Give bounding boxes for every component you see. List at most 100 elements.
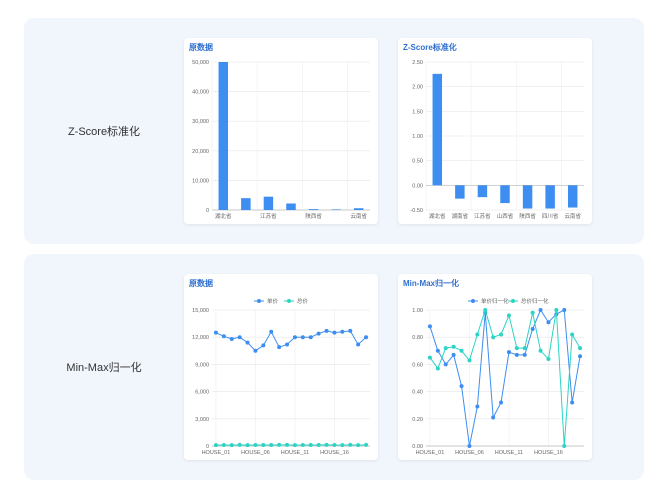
data-point <box>530 327 535 332</box>
data-point <box>538 308 543 312</box>
data-point <box>221 334 226 339</box>
bar <box>545 185 555 209</box>
bar <box>263 196 274 210</box>
x-tick-label: HOUSE_06 <box>455 450 484 456</box>
data-point <box>578 354 583 359</box>
y-tick-label: 0 <box>206 444 209 450</box>
data-point <box>261 442 266 447</box>
data-point <box>451 352 456 357</box>
x-tick-label: 云南省 <box>564 212 581 220</box>
bar <box>432 73 443 186</box>
bar <box>500 185 510 204</box>
data-point <box>332 443 337 448</box>
data-point <box>578 346 583 351</box>
bar <box>218 62 229 210</box>
y-tick-label: 1.50 <box>412 109 423 115</box>
x-tick-label: 江苏省 <box>260 212 277 220</box>
y-tick-label: 40,000 <box>192 90 209 96</box>
data-point <box>213 443 218 448</box>
data-point <box>300 443 305 448</box>
data-point <box>285 342 290 347</box>
data-point <box>443 362 448 367</box>
data-point <box>499 400 504 405</box>
bar <box>455 185 465 199</box>
data-point <box>316 331 321 336</box>
legend-label: 单价 <box>267 297 279 305</box>
chart-title: Min-Max归一化 <box>403 279 459 288</box>
data-point <box>554 308 559 312</box>
y-tick-label: 0 <box>206 208 209 214</box>
section-label: Min-Max归一化 <box>66 362 142 374</box>
data-point <box>451 344 456 349</box>
x-tick-label: HOUSE_16 <box>534 450 563 456</box>
y-tick-label: 2.00 <box>412 85 423 91</box>
data-point <box>483 308 488 312</box>
data-point <box>292 335 297 340</box>
minmax-section: Min-Max归一化 原数据 0 3,000 6,000 9,000 12,000 15,… <box>24 254 644 480</box>
y-tick-label: 9,000 <box>195 362 209 368</box>
data-point <box>324 328 329 333</box>
bar <box>353 208 364 210</box>
data-point <box>253 348 258 353</box>
data-point <box>427 324 432 329</box>
data-point <box>538 348 543 353</box>
data-point <box>308 442 313 447</box>
x-tick-label: 云南省 <box>350 212 367 220</box>
data-point <box>348 442 353 447</box>
series-line <box>215 330 367 352</box>
data-point <box>522 352 527 357</box>
y-tick-label: 20,000 <box>192 149 209 155</box>
data-point <box>277 442 282 447</box>
y-tick-label: 10,000 <box>192 178 209 184</box>
chart-card-zscore-norm: Z-Score标准化 -0.50 0.00 0.50 1.00 1.50 2.00 2.50… <box>398 38 592 224</box>
data-point <box>364 442 369 447</box>
y-tick-label: 2.50 <box>412 60 423 66</box>
legend-label: 单价归一化 <box>481 297 509 305</box>
y-tick-label: 1.00 <box>412 308 423 314</box>
legend-marker <box>511 299 515 303</box>
data-point <box>435 366 440 371</box>
x-tick-label: 湖北省 <box>429 212 446 220</box>
data-point <box>269 443 274 448</box>
data-point <box>570 400 575 405</box>
legend-label: 总价 <box>297 297 309 305</box>
data-point <box>300 335 305 340</box>
data-point <box>229 443 234 448</box>
legend-marker <box>471 299 475 303</box>
y-tick-label: 1.00 <box>412 134 423 140</box>
x-tick-label: 陕西省 <box>519 212 536 220</box>
x-tick-label: 湖北省 <box>215 212 232 220</box>
bar-chart-raw: 0 10,000 20,000 30,000 40,000 50,000 湖北省 江苏省 陕西省… <box>192 60 370 220</box>
data-point <box>332 330 337 335</box>
y-tick-label: 0.20 <box>412 417 423 423</box>
data-point <box>546 356 551 361</box>
y-tick-label: 0.00 <box>412 183 423 189</box>
y-tick-label: 3,000 <box>195 417 209 423</box>
data-point <box>562 308 567 312</box>
data-point <box>427 355 432 360</box>
data-point <box>514 352 519 357</box>
zscore-section: Z-Score标准化 原数据 0 10,000 20,000 30,000 40,000… <box>24 18 644 244</box>
x-tick-label: HOUSE_06 <box>241 450 270 456</box>
data-point <box>459 348 464 353</box>
y-tick-label: 0.40 <box>412 390 423 396</box>
data-point <box>356 342 361 347</box>
data-point <box>253 443 258 448</box>
legend-marker <box>257 299 261 303</box>
data-point <box>467 444 472 448</box>
chart-card-zscore-raw: 原数据 0 10,000 20,000 30,000 40,000 50,000 湖北省 江苏… <box>184 38 378 224</box>
data-point <box>506 313 511 318</box>
data-point <box>459 384 464 389</box>
data-point <box>530 310 535 315</box>
x-tick-label: HOUSE_11 <box>281 450 309 456</box>
line-chart-minmax: 0.00 0.20 0.40 0.60 0.80 1.00 HOUSE_01 HOUSE_06… <box>412 297 584 456</box>
data-point <box>292 443 297 448</box>
bar <box>522 185 533 209</box>
data-point <box>491 335 496 340</box>
data-point <box>467 358 472 363</box>
data-point <box>340 443 345 448</box>
y-tick-label: 50,000 <box>192 60 209 66</box>
y-tick-label: 0.50 <box>412 159 423 165</box>
y-tick-label: 0.60 <box>412 362 423 368</box>
section-label: Z-Score标准化 <box>67 126 141 138</box>
